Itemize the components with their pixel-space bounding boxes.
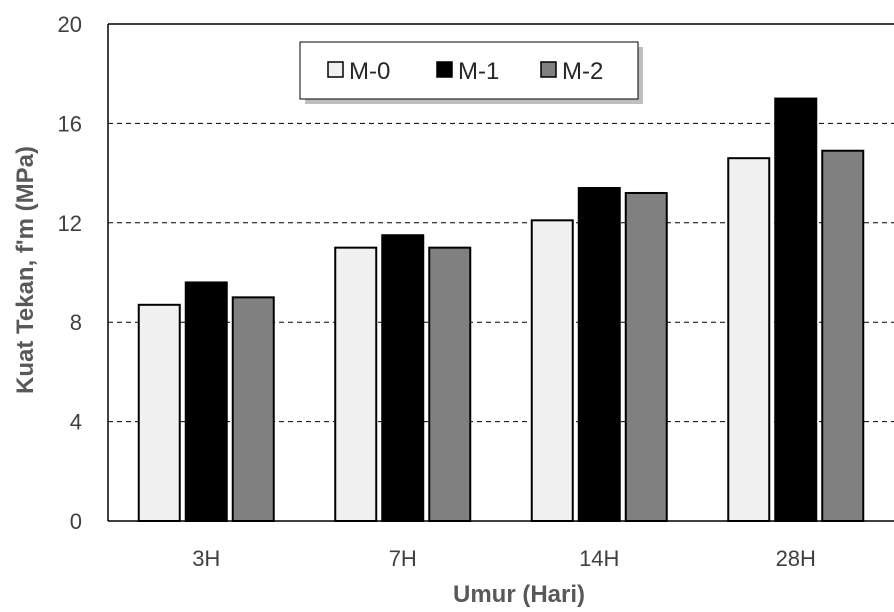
bar-m-1-7h <box>381 234 425 522</box>
legend: M-0 M-1 M-2 <box>299 41 643 104</box>
y-tick-label: 4 <box>70 410 82 435</box>
x-axis-title: Umur (Hari) <box>453 581 585 608</box>
y-axis-title: Kuat Tekan, f'm (MPa) <box>12 146 39 394</box>
legend-swatch-m-0 <box>327 61 344 78</box>
bar-m-0-28h <box>727 157 771 522</box>
bar-m-2-3h <box>231 296 275 522</box>
legend-box <box>299 41 639 100</box>
bars <box>137 97 865 523</box>
bar-m-0-7h <box>334 246 378 522</box>
bar-m-0-14h <box>530 219 574 522</box>
legend-swatch-m-2 <box>540 61 557 78</box>
bar-m-2-14h <box>624 191 668 522</box>
legend-label-m-1: M-1 <box>458 58 499 85</box>
x-tick-label: 7H <box>389 546 417 571</box>
y-tick-label: 0 <box>70 509 82 534</box>
bar-m-1-3h <box>184 281 228 522</box>
y-tick-label: 8 <box>70 310 82 335</box>
y-tick-label: 20 <box>58 12 82 37</box>
x-tick-labels: 3H 7H 14H 28H <box>192 546 816 571</box>
bar-m-1-14h <box>577 187 621 522</box>
x-tick-label: 3H <box>192 546 220 571</box>
bar-m-2-28h <box>821 149 865 523</box>
x-tick-label: 28H <box>776 546 816 571</box>
bar-m-2-7h <box>428 246 472 522</box>
y-tick-label: 12 <box>58 211 82 236</box>
legend-label-m-2: M-2 <box>562 58 603 85</box>
bar-m-0-3h <box>137 303 181 522</box>
legend-label-m-0: M-0 <box>349 58 390 85</box>
bar-m-1-28h <box>774 97 818 523</box>
x-tick-label: 14H <box>579 546 619 571</box>
y-tick-label: 16 <box>58 111 82 136</box>
y-tick-labels: 0 4 8 12 16 20 <box>58 12 82 534</box>
legend-swatch-m-1 <box>436 61 453 78</box>
